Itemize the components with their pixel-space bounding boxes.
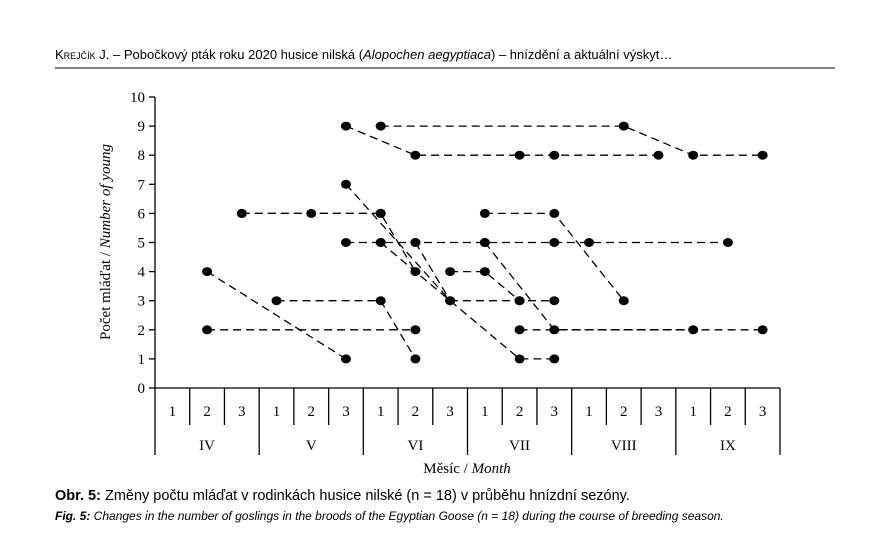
month-label: VIII <box>611 438 637 454</box>
brood-point <box>549 296 560 306</box>
brood-point <box>445 296 456 306</box>
brood-point <box>549 325 560 335</box>
y-tick-label: 2 <box>138 323 146 339</box>
brood-point <box>375 121 386 131</box>
x-tick-label: 3 <box>342 404 350 420</box>
header-text: ) – hnízdění a aktuální výskyt… <box>491 47 672 62</box>
x-tick-label: 1 <box>273 404 281 420</box>
caption-text-en: Changes in the number of goslings in the… <box>90 509 723 523</box>
y-tick-label: 0 <box>138 381 146 397</box>
brood-point <box>271 296 282 306</box>
y-label-en: Number of young <box>98 144 114 250</box>
y-tick-label: 1 <box>138 352 146 368</box>
brood-point <box>514 325 525 335</box>
x-label-en: Month <box>471 461 511 477</box>
brood-point <box>549 238 560 247</box>
x-tick-label: 1 <box>689 404 697 420</box>
y-tick-label: 9 <box>138 119 146 135</box>
brood-point <box>549 150 560 160</box>
brood-point <box>410 325 421 335</box>
brood-point <box>514 354 525 364</box>
brood-point <box>479 208 490 218</box>
brood-point <box>618 121 629 131</box>
plot: 0 1 2 3 4 5 6 7 8 9 10 1 2 3 1 2 3 1 2 3 1 2 3 1 2 3 1 2 3 IV V VI VII VI… <box>130 90 781 455</box>
x-tick-label: 1 <box>585 404 593 420</box>
month-label: VII <box>509 438 530 454</box>
brood-point <box>202 325 213 335</box>
x-tick-label: 2 <box>203 404 211 420</box>
brood-point <box>549 354 560 364</box>
x-label: Měsíc / <box>423 461 471 477</box>
brood-point <box>340 238 351 247</box>
month-label: IX <box>720 438 736 454</box>
y-tick-label: 4 <box>138 265 146 281</box>
x-tick-label: 1 <box>481 404 489 420</box>
brood-point <box>757 325 768 335</box>
y-label: Počet mláďat / <box>98 248 114 340</box>
y-tick-label: 6 <box>138 206 146 222</box>
month-label: IV <box>199 438 215 454</box>
x-tick-label: 2 <box>516 404 524 420</box>
caption: Obr. 5: Změny počtu mláďat v rodinkách h… <box>55 488 630 504</box>
running-header: Krejčík J. – Pobočkový pták roku 2020 hu… <box>55 47 672 62</box>
brood-point <box>618 296 629 306</box>
brood-line <box>241 212 416 272</box>
x-tick-label: 2 <box>412 404 420 420</box>
brood-point <box>514 296 525 306</box>
brood-point <box>236 208 247 218</box>
x-tick-label: 1 <box>169 404 177 420</box>
brood-point <box>375 296 386 306</box>
x-tick-label: 2 <box>620 404 628 420</box>
header-text: – Pobočkový pták roku 2020 husice nilská… <box>109 47 363 62</box>
y-tick-label: 8 <box>138 148 146 164</box>
brood-point <box>202 267 213 277</box>
x-tick-label: 1 <box>377 404 385 420</box>
brood-point <box>584 238 595 247</box>
x-tick-label: 3 <box>655 404 663 420</box>
x-tick-label: 2 <box>308 404 316 420</box>
brood-point <box>375 208 386 218</box>
brood-point <box>340 179 351 189</box>
brood-point <box>410 354 421 364</box>
brood-line <box>414 242 451 302</box>
x-tick-label: 3 <box>551 404 559 420</box>
y-tick-label: 5 <box>138 236 146 252</box>
brood-point <box>410 150 421 160</box>
brood-line <box>345 125 659 156</box>
author: Krejčík J. <box>55 47 109 62</box>
y-tick-label: 3 <box>138 294 146 310</box>
x-tick-label: 3 <box>759 404 767 420</box>
brood-point <box>479 238 490 247</box>
brood-line <box>206 271 347 360</box>
brood-point <box>653 150 664 160</box>
x-tick-label: 3 <box>238 404 246 420</box>
brood-line <box>380 125 763 156</box>
y-axis-label: Počet mláďat / Number of young <box>98 144 114 340</box>
brood-point <box>340 354 351 364</box>
caption-text: Změny počtu mláďat v rodinkách husice ni… <box>101 488 630 504</box>
brood-point <box>757 150 768 160</box>
brood-point <box>410 238 421 247</box>
brood-point <box>549 208 560 218</box>
x-tick-label: 3 <box>446 404 454 420</box>
caption-label: Obr. 5: <box>55 488 101 504</box>
brood-point <box>340 121 351 131</box>
month-label: V <box>306 438 317 454</box>
brood-point <box>722 238 733 247</box>
y-tick-label: 10 <box>130 90 145 106</box>
y-tick-label: 7 <box>138 177 146 193</box>
brood-point <box>688 150 699 160</box>
brood-point <box>514 150 525 160</box>
caption-en: Fig. 5: Changes in the number of gosling… <box>55 509 724 523</box>
x-tick-label: 2 <box>724 404 732 420</box>
species: Alopochen aegyptiaca <box>362 47 491 62</box>
x-axis-label: Měsíc / Month <box>423 461 511 477</box>
brood-point <box>375 238 386 247</box>
month-label: VI <box>408 438 424 454</box>
caption-label-en: Fig. 5: <box>55 509 90 523</box>
brood-point <box>445 267 456 277</box>
brood-point <box>479 267 490 277</box>
